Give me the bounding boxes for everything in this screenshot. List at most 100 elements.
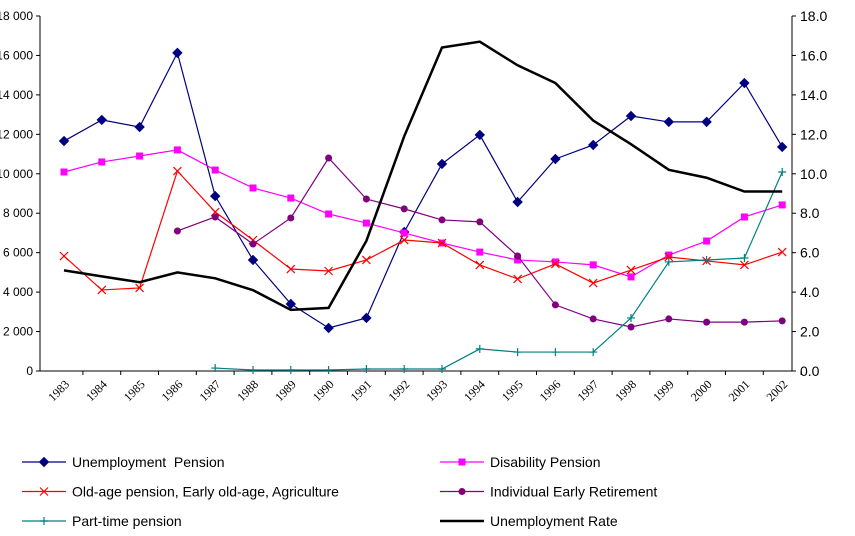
- point: [134, 121, 145, 133]
- y2-tick-label: 0.0: [800, 363, 820, 379]
- y-tick-label: 6 000: [3, 246, 33, 260]
- point: [664, 257, 673, 266]
- y2-tick-label: 10.0: [800, 166, 827, 182]
- point: [400, 229, 408, 237]
- point: [739, 77, 750, 89]
- point: [625, 110, 637, 122]
- point: [550, 153, 561, 165]
- point: [438, 216, 446, 224]
- point: [550, 259, 560, 269]
- point: [249, 184, 257, 192]
- point: [362, 195, 370, 203]
- y2-tick-label: 8.0: [800, 205, 820, 221]
- point: [400, 205, 408, 213]
- point: [60, 168, 68, 176]
- point: [361, 312, 372, 324]
- y-tick-label: 10 000: [0, 167, 33, 181]
- series-line: [63, 40, 783, 312]
- series-line: [63, 51, 783, 329]
- y2-tick-label: 2.0: [800, 324, 820, 340]
- point: [324, 266, 334, 276]
- point: [778, 317, 786, 325]
- point: [173, 227, 181, 235]
- point: [627, 273, 635, 281]
- y-tick-label: 4 000: [3, 285, 33, 299]
- legend-label: Unemployment Pension: [72, 454, 225, 470]
- point: [286, 366, 295, 375]
- point: [587, 139, 599, 151]
- point: [777, 247, 787, 257]
- point: [740, 318, 748, 326]
- point: [173, 146, 181, 154]
- point: [476, 218, 484, 226]
- point: [361, 255, 371, 265]
- point: [588, 278, 598, 288]
- point: [514, 256, 522, 264]
- point: [778, 201, 786, 209]
- y-tick-label: 14 000: [0, 88, 33, 102]
- legend-label: Individual Early Retirement: [490, 484, 657, 500]
- point: [778, 168, 787, 177]
- point: [626, 265, 636, 275]
- point: [665, 251, 673, 259]
- y2-tick-label: 12.0: [800, 126, 827, 142]
- point: [703, 318, 711, 326]
- point: [627, 323, 635, 331]
- point: [474, 129, 486, 141]
- series-points: [58, 47, 788, 334]
- point: [98, 158, 106, 166]
- point: [589, 315, 597, 323]
- legend-item: Disability Pension: [440, 454, 601, 470]
- point: [627, 313, 635, 322]
- point: [362, 365, 371, 374]
- y-tick-label: 8 000: [3, 206, 33, 220]
- y2-tick-label: 14.0: [800, 87, 827, 103]
- point: [172, 47, 183, 59]
- point: [400, 365, 409, 374]
- legend-item: Unemployment Pension: [22, 454, 225, 470]
- point: [211, 213, 219, 221]
- point: [436, 158, 448, 170]
- point: [740, 213, 748, 221]
- point: [513, 348, 522, 357]
- point: [664, 252, 674, 262]
- legend-marker: [38, 456, 50, 468]
- point: [211, 364, 220, 373]
- point: [703, 237, 711, 245]
- point: [512, 196, 523, 208]
- point: [551, 301, 559, 309]
- y-tick-label: 18 000: [0, 9, 33, 23]
- y2-tick-label: 18.0: [800, 8, 827, 24]
- point: [438, 365, 446, 374]
- point: [247, 254, 259, 266]
- point: [739, 260, 749, 270]
- y2-tick-label: 6.0: [800, 245, 820, 261]
- point: [665, 315, 673, 323]
- point: [209, 190, 221, 202]
- y-tick-label: 0: [26, 364, 33, 378]
- point: [702, 255, 711, 264]
- point: [211, 166, 219, 174]
- point: [589, 348, 598, 357]
- legend-marker: [458, 458, 466, 466]
- point: [97, 285, 107, 295]
- point: [475, 260, 485, 270]
- legend-item: Individual Early Retirement: [440, 484, 657, 500]
- legend-item: Old-age pension, Early old-age, Agricult…: [22, 484, 339, 500]
- series-line: [215, 171, 783, 371]
- point: [249, 366, 257, 375]
- point: [323, 322, 334, 334]
- legend-label: Unemployment Rate: [490, 513, 618, 529]
- point: [285, 298, 297, 310]
- legend-marker: [39, 487, 49, 496]
- point: [399, 235, 409, 245]
- point: [551, 348, 560, 357]
- point: [325, 210, 333, 218]
- y2-tick-label: 16.0: [800, 47, 827, 63]
- series-points: [211, 168, 787, 375]
- legend-marker: [458, 488, 466, 495]
- y2-tick-label: 4.0: [800, 284, 820, 300]
- point: [96, 114, 108, 126]
